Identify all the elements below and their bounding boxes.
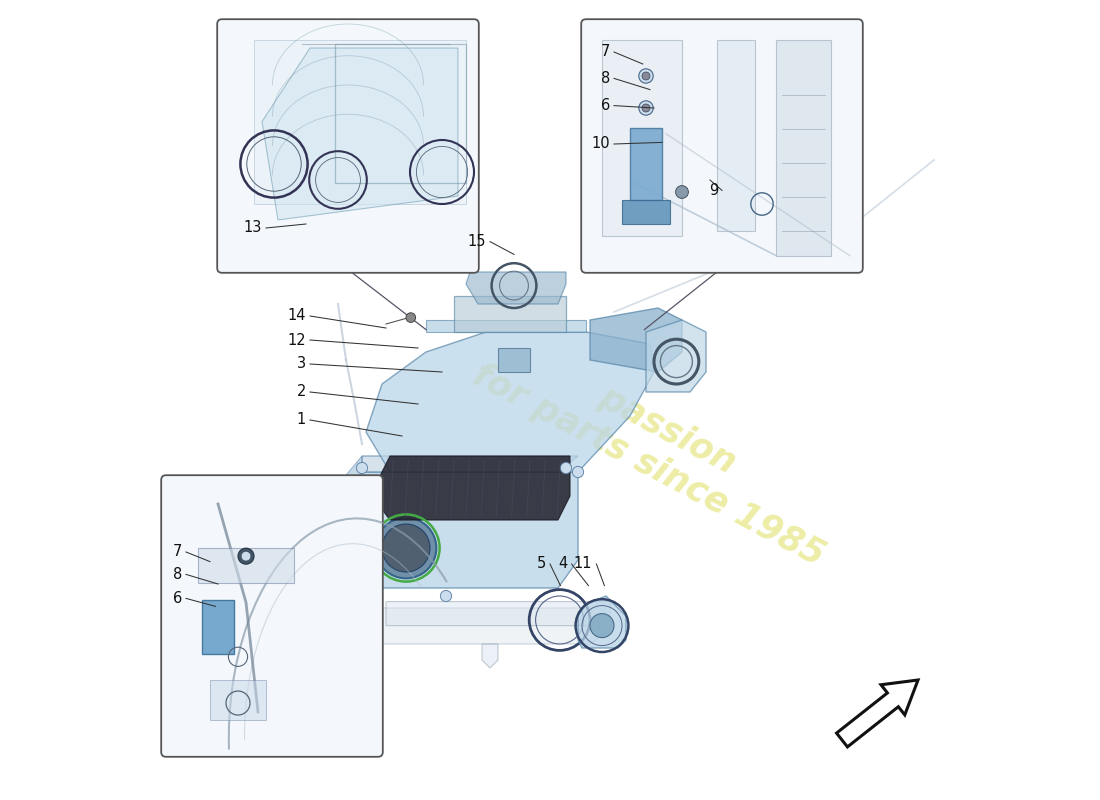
Text: 5: 5	[537, 557, 546, 571]
Polygon shape	[578, 596, 626, 648]
Text: 8: 8	[173, 567, 182, 582]
Polygon shape	[362, 456, 578, 472]
FancyArrow shape	[836, 680, 918, 747]
Text: 1: 1	[297, 413, 306, 427]
Text: 6: 6	[173, 591, 182, 606]
Circle shape	[639, 69, 653, 83]
Circle shape	[440, 590, 452, 602]
Polygon shape	[716, 40, 755, 231]
Circle shape	[642, 104, 650, 112]
Polygon shape	[386, 602, 610, 626]
Text: 9: 9	[708, 183, 718, 198]
Polygon shape	[454, 296, 566, 332]
Polygon shape	[646, 320, 706, 392]
Circle shape	[375, 518, 437, 578]
FancyBboxPatch shape	[162, 475, 383, 757]
Text: 8: 8	[601, 71, 610, 86]
Polygon shape	[466, 272, 566, 304]
Text: 6: 6	[601, 98, 610, 113]
Text: 14: 14	[287, 309, 306, 323]
Text: 7: 7	[601, 45, 610, 59]
Text: 2: 2	[297, 385, 306, 399]
Polygon shape	[426, 320, 586, 332]
Text: 4: 4	[559, 557, 568, 571]
Polygon shape	[202, 600, 234, 654]
Text: 12: 12	[287, 333, 306, 347]
Polygon shape	[198, 548, 294, 583]
Polygon shape	[621, 200, 670, 224]
Polygon shape	[498, 348, 530, 372]
Circle shape	[560, 462, 572, 474]
Text: 7: 7	[173, 545, 182, 559]
Polygon shape	[254, 40, 466, 204]
Polygon shape	[482, 644, 498, 668]
Polygon shape	[378, 456, 570, 520]
Polygon shape	[262, 48, 458, 220]
Polygon shape	[630, 128, 662, 200]
Circle shape	[238, 548, 254, 564]
Circle shape	[639, 101, 653, 115]
Polygon shape	[354, 644, 370, 668]
Polygon shape	[210, 680, 266, 720]
Polygon shape	[346, 608, 606, 644]
Circle shape	[241, 551, 251, 561]
Polygon shape	[602, 40, 682, 236]
Circle shape	[642, 72, 650, 80]
Polygon shape	[777, 40, 830, 256]
Text: 13: 13	[243, 221, 262, 235]
Circle shape	[572, 466, 584, 478]
Polygon shape	[342, 472, 578, 588]
Circle shape	[382, 524, 430, 572]
Text: 10: 10	[592, 137, 611, 151]
Text: 15: 15	[468, 234, 486, 249]
Polygon shape	[366, 332, 654, 472]
Polygon shape	[590, 308, 682, 372]
Text: 11: 11	[574, 557, 593, 571]
Circle shape	[406, 313, 416, 322]
Circle shape	[356, 462, 367, 474]
Polygon shape	[342, 456, 362, 560]
Circle shape	[590, 614, 614, 638]
FancyBboxPatch shape	[217, 19, 478, 273]
Text: passion
for parts since 1985: passion for parts since 1985	[468, 323, 849, 573]
FancyBboxPatch shape	[581, 19, 862, 273]
Text: 3: 3	[297, 357, 306, 371]
Circle shape	[675, 186, 689, 198]
